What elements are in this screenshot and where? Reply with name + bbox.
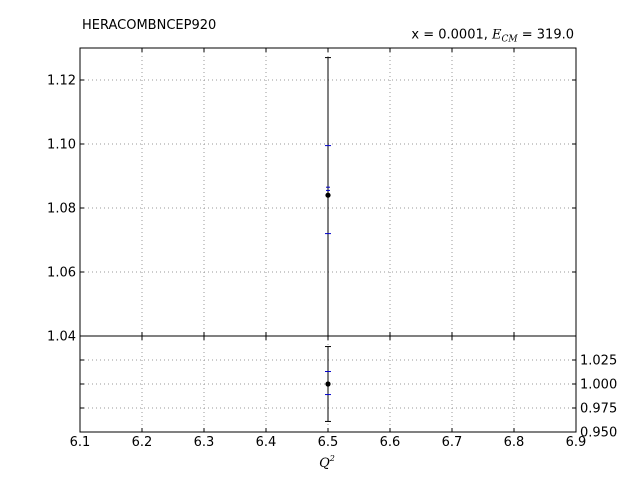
chart-title: HERACOMBNCEP920	[82, 18, 216, 33]
main-y-tick-label: 1.08	[47, 202, 76, 217]
x-tick-label: 6.2	[132, 435, 153, 450]
x-tick-label: 6.1	[70, 435, 91, 450]
annotation-prefix: x = 0.0001,	[411, 28, 492, 43]
x-axis-label-var: Q	[319, 456, 330, 471]
x-tick-label: 6.9	[566, 435, 587, 450]
x-tick-label: 6.6	[380, 435, 401, 450]
chart-annotation: x = 0.0001, ECM = 319.0	[411, 28, 574, 45]
main-y-tick-label: 1.04	[47, 330, 76, 345]
ratio-plot-panel: 6.1 6.2 6.3 6.4 6.5 6.6 6.7 6.8 6.90.950 0.975 1.0…	[70, 335, 617, 450]
main-plot-panel: 1.04 1.06 1.08 1.10 1.12	[47, 47, 577, 345]
x-tick-label: 6.5	[318, 435, 339, 450]
annotation-sub: CM	[502, 35, 519, 45]
x-tick-label: 6.3	[194, 435, 215, 450]
ratio-data-point	[325, 381, 331, 387]
ratio-y-tick-label: 1.025	[580, 354, 617, 369]
main-data-point	[325, 192, 331, 198]
ratio-y-tick-label: 0.950	[580, 426, 617, 441]
annotation-var: E	[491, 28, 502, 43]
x-axis-label: Q2	[319, 454, 335, 471]
ratio-y-tick-label: 0.975	[580, 402, 617, 417]
main-y-tick-label: 1.12	[47, 74, 76, 89]
x-tick-label: 6.8	[504, 435, 525, 450]
x-axis-label-sup: 2	[329, 454, 335, 463]
main-y-tick-label: 1.06	[47, 266, 76, 281]
ratio-y-tick-label: 1.000	[580, 378, 617, 393]
main-y-tick-label: 1.10	[47, 138, 76, 153]
x-tick-label: 6.4	[256, 435, 277, 450]
annotation-suffix: = 319.0	[518, 28, 574, 43]
x-tick-label: 6.7	[442, 435, 463, 450]
